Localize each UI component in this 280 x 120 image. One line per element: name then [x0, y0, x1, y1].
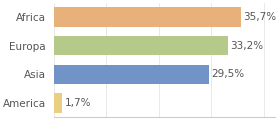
Bar — [53, 7, 241, 27]
Bar — [53, 36, 228, 55]
Bar — [53, 93, 62, 113]
Text: 35,7%: 35,7% — [244, 12, 277, 22]
Text: 29,5%: 29,5% — [211, 69, 244, 79]
Text: 1,7%: 1,7% — [65, 98, 91, 108]
Text: 33,2%: 33,2% — [230, 41, 263, 51]
Bar — [53, 65, 209, 84]
